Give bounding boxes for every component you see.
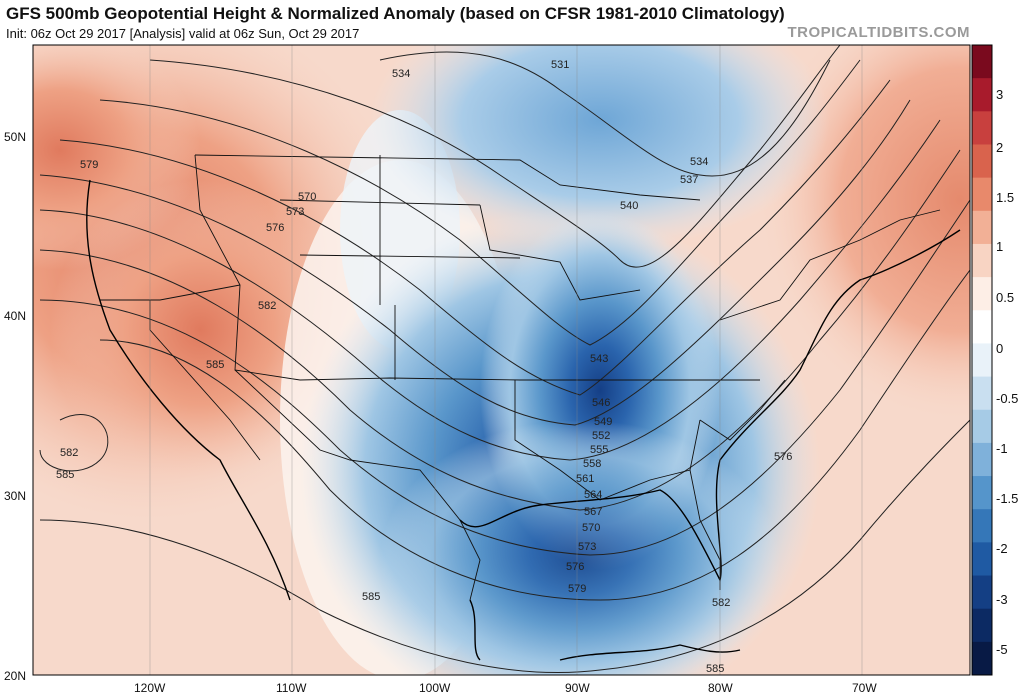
colorbar-label: -0.5 <box>996 391 1018 406</box>
colorbar-swatch <box>972 641 992 676</box>
colorbar-swatch <box>972 376 992 411</box>
colorbar-label: 1 <box>996 239 1003 254</box>
lon-label: 110W <box>276 681 307 695</box>
contour-label: 543 <box>590 353 608 365</box>
contour-label: 576 <box>566 561 584 573</box>
lon-label: 90W <box>565 681 590 695</box>
contour-label: 534 <box>392 68 410 80</box>
contour-label: 531 <box>551 59 569 71</box>
contour-label: 552 <box>592 430 610 442</box>
colorbar-swatch <box>972 310 992 344</box>
contour-label: 534 <box>690 156 708 168</box>
colorbar-label: 0 <box>996 341 1003 356</box>
colorbar-swatch <box>972 509 992 543</box>
colorbar-swatch <box>972 144 992 179</box>
contour-label: 579 <box>568 583 586 595</box>
colorbar-swatch <box>972 608 992 643</box>
contour-label: 570 <box>582 522 600 534</box>
lat-label: 30N <box>4 489 26 503</box>
lat-label: 40N <box>4 309 26 323</box>
colorbar-label: -1.5 <box>996 491 1018 506</box>
colorbar-label: -5 <box>996 642 1008 657</box>
colorbar-label: 0.5 <box>996 290 1014 305</box>
coastlines <box>86 179 961 661</box>
lon-label: 100W <box>419 681 451 695</box>
contour-label: 555 <box>590 444 608 456</box>
map-frame <box>32 44 971 676</box>
contour-label: 579 <box>80 159 98 171</box>
colorbar-swatch <box>972 210 992 245</box>
colorbar-swatch <box>972 177 992 212</box>
contour-label: 582 <box>258 300 276 312</box>
map-subtitle: Init: 06z Oct 29 2017 [Analysis] valid a… <box>6 26 360 41</box>
contour-label: 573 <box>286 206 304 218</box>
contour-label: 561 <box>576 473 594 485</box>
political-borders <box>100 154 941 601</box>
lat-label: 50N <box>4 130 26 144</box>
height-contours <box>39 45 970 673</box>
lon-label: 120W <box>134 681 166 695</box>
contour-label: 558 <box>583 458 601 470</box>
lon-label: 80W <box>708 681 733 695</box>
colorbar <box>971 44 993 676</box>
contour-label: 582 <box>712 597 730 609</box>
lat-label: 20N <box>4 669 26 683</box>
colorbar-frame <box>971 44 993 676</box>
lon-label: 70W <box>852 681 877 695</box>
contour-label: 585 <box>362 591 380 603</box>
contour-label: 564 <box>584 489 602 501</box>
longitude-labels: 120W 110W 100W 90W 80W 70W <box>134 681 877 695</box>
colorbar-swatch <box>972 78 992 112</box>
contour-label: 549 <box>594 416 612 428</box>
brand-watermark: TROPICALTIDBITS.COM <box>787 24 970 41</box>
contour-label: 585 <box>206 359 224 371</box>
colorbar-swatch <box>972 575 992 610</box>
colorbar-label: 2 <box>996 140 1003 155</box>
graticule <box>149 45 863 675</box>
colorbar-swatch <box>972 409 992 444</box>
contour-label: 567 <box>584 506 602 518</box>
map-title: GFS 500mb Geopotential Height & Normaliz… <box>6 4 785 23</box>
colorbar-swatch <box>972 243 992 278</box>
colorbar-swatch <box>972 277 992 311</box>
colorbar-swatch <box>972 45 992 79</box>
contour-label: 540 <box>620 200 638 212</box>
contour-label: 585 <box>56 469 74 481</box>
colorbar-swatch <box>972 442 992 477</box>
contour-label: 546 <box>592 397 610 409</box>
colorbar-label: -3 <box>996 592 1008 607</box>
colorbar-label: 1.5 <box>996 190 1014 205</box>
contour-label: 570 <box>298 191 316 203</box>
colorbar-swatch <box>972 476 992 510</box>
contour-label: 582 <box>60 447 78 459</box>
latitude-labels: 50N 40N 30N 20N <box>4 130 26 683</box>
contour-label: 573 <box>578 541 596 553</box>
colorbar-labels: 3 2 1.5 1 0.5 0 -0.5 -1 -1.5 -2 -3 -5 <box>996 87 1018 657</box>
colorbar-swatch <box>972 542 992 577</box>
colorbar-swatch <box>972 111 992 145</box>
contour-labels: 531 534 534 537 540 543 546 549 552 555 … <box>56 59 792 675</box>
colorbar-label: 3 <box>996 87 1003 102</box>
contour-label: 576 <box>266 222 284 234</box>
contour-label: 576 <box>774 451 792 463</box>
contour-label: 585 <box>706 663 724 675</box>
colorbar-swatch <box>972 343 992 378</box>
colorbar-label: -2 <box>996 541 1008 556</box>
contour-label: 537 <box>680 174 698 186</box>
colorbar-label: -1 <box>996 441 1008 456</box>
